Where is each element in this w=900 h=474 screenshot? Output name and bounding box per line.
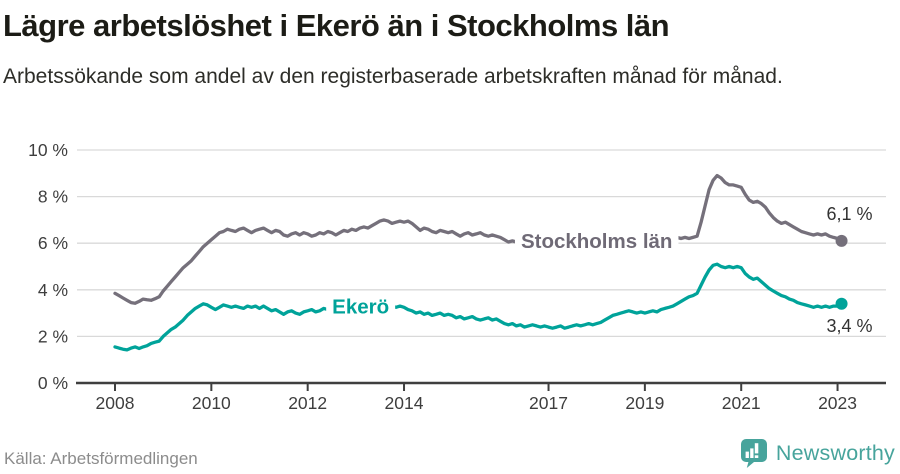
y-axis-tick-label: 6 % (38, 233, 68, 253)
series-end-dot (835, 234, 848, 247)
series-end-value-label: 6,1 % (827, 204, 873, 224)
chart-header: Lägre arbetslöshet i Ekerö än i Stockhol… (3, 0, 863, 92)
series-line-eker- (113, 262, 844, 352)
x-axis-tick-label: 2017 (529, 393, 568, 413)
y-axis-tick-label: 2 % (38, 326, 68, 346)
page-subtitle: Arbetssökande som andel av den registerb… (3, 65, 783, 88)
series-label: Stockholms län (521, 230, 673, 253)
series-line-stockholms-l-n (113, 173, 844, 305)
page-title: Lägre arbetslöshet i Ekerö än i Stockhol… (3, 8, 670, 43)
brand-name: Newsworthy (775, 440, 895, 465)
series-label-halo (326, 294, 396, 320)
y-axis-tick-label: 8 % (38, 187, 68, 207)
series-end-value-label: 3,4 % (827, 316, 873, 336)
newsworthy-icon (740, 439, 767, 468)
y-axis-tick-label: 0 % (38, 373, 68, 393)
x-axis-tick-label: 2008 (96, 393, 135, 413)
y-axis-tick-label: 4 % (38, 280, 68, 300)
series-end-dot (835, 297, 848, 310)
x-axis-tick-label: 2021 (722, 393, 761, 413)
x-axis-tick-label: 2010 (192, 393, 231, 413)
brand-logo: Newsworthy (740, 438, 895, 468)
x-axis-tick-label: 2014 (385, 393, 424, 413)
x-axis-tick-label: 2023 (818, 393, 857, 413)
series-label-halo (514, 228, 679, 254)
x-axis-tick-label: 2012 (288, 393, 327, 413)
source-note: Källa: Arbetsförmedlingen (4, 449, 198, 468)
x-axis-tick-label: 2019 (625, 393, 664, 413)
y-axis-tick-label: 10 % (28, 140, 68, 160)
series-label: Ekerö (332, 296, 389, 319)
